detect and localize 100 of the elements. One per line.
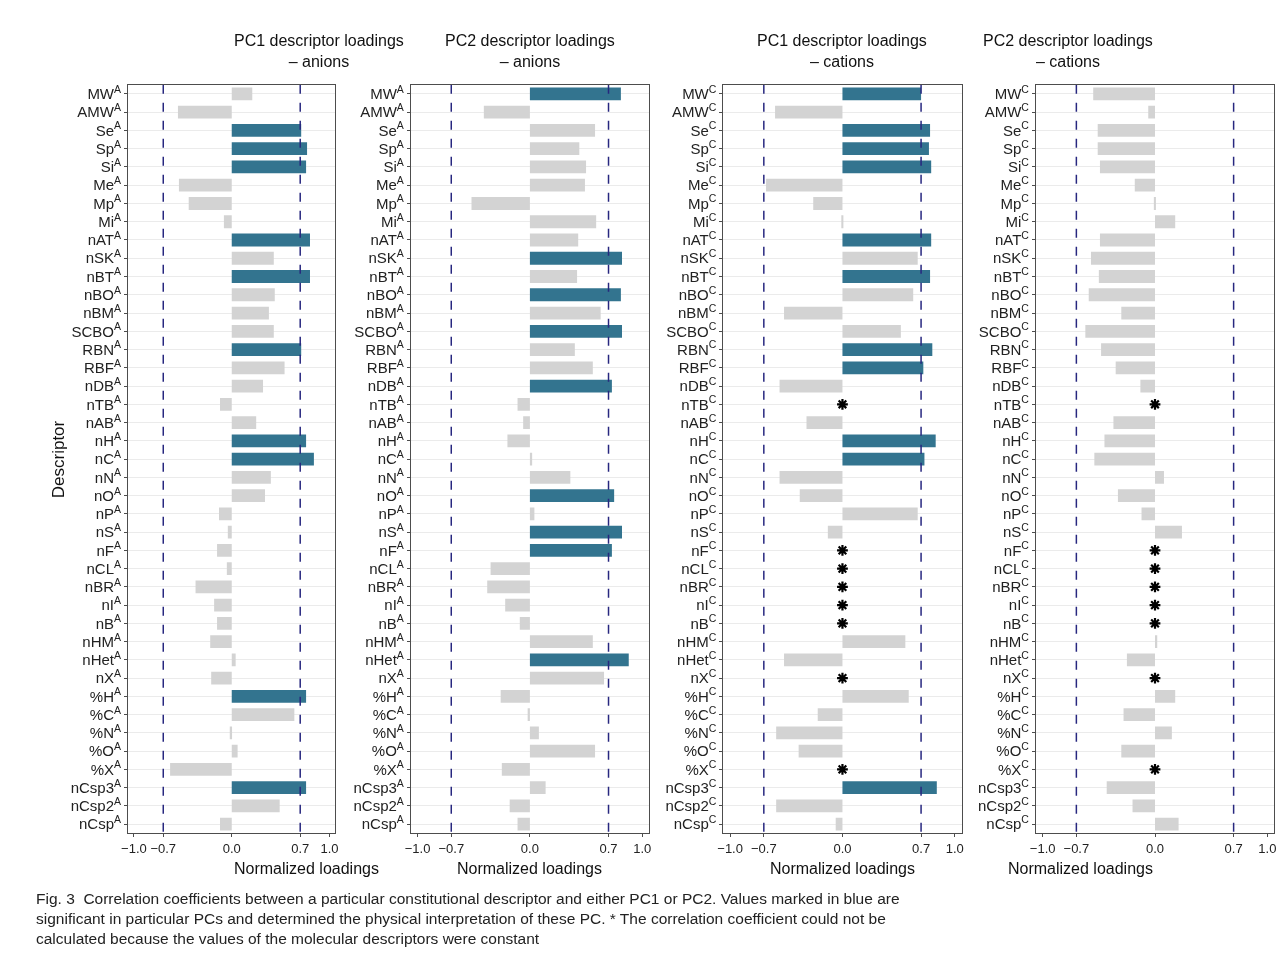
bar bbox=[231, 379, 264, 393]
y-tick-label: nCL$^{A}$ bbox=[86, 557, 122, 577]
y-tick-label: Me$^{C}$ bbox=[1000, 174, 1030, 194]
bar bbox=[1101, 343, 1155, 356]
y-tick-label: nSK$^{C}$ bbox=[992, 247, 1030, 267]
bar bbox=[509, 799, 530, 813]
y-tick-label: nBT$^{C}$ bbox=[681, 265, 717, 285]
bar bbox=[842, 270, 931, 283]
y-tick-label: Mp$^{A}$ bbox=[93, 192, 122, 212]
bar bbox=[842, 87, 922, 101]
bar bbox=[490, 562, 530, 575]
y-tick-label: nBO$^{C}$ bbox=[678, 283, 717, 304]
y-tick-label: Sp$^{A}$ bbox=[378, 137, 404, 157]
y-tick-label: nB$^{A}$ bbox=[378, 612, 404, 632]
y-tick-label: nCsp3$^{A}$ bbox=[70, 776, 122, 796]
y-tick-label: nX$^{A}$ bbox=[378, 667, 404, 687]
bar bbox=[529, 324, 622, 338]
x-tick-label: 1.0 bbox=[633, 840, 652, 856]
bar bbox=[1106, 781, 1155, 795]
y-tick-label: nTB$^{C}$ bbox=[681, 393, 717, 413]
y-tick-label: nCL$^{C}$ bbox=[993, 557, 1030, 577]
y-tick-label: nS$^{A}$ bbox=[378, 521, 404, 541]
y-tick-label: nI$^{A}$ bbox=[101, 594, 122, 614]
y-tick-label: %O$^{A}$ bbox=[89, 740, 122, 760]
y-tick-label: nH$^{C}$ bbox=[1002, 429, 1030, 450]
bar bbox=[827, 525, 843, 539]
y-tick-label: nBT$^{A}$ bbox=[369, 265, 404, 285]
bar bbox=[529, 653, 629, 667]
y-tick-label: %X$^{C}$ bbox=[997, 758, 1030, 778]
bar bbox=[529, 160, 587, 174]
y-tick-label: nBO$^{C}$ bbox=[991, 283, 1030, 304]
x-axis-title: Normalized loadings bbox=[234, 860, 379, 877]
bar bbox=[1121, 306, 1155, 320]
bar bbox=[813, 197, 843, 210]
y-tick-label: nCsp$^{C}$ bbox=[986, 813, 1030, 833]
bar bbox=[231, 416, 257, 429]
y-tick-label: nF$^{A}$ bbox=[379, 539, 404, 559]
bar bbox=[529, 270, 578, 283]
bar bbox=[227, 525, 232, 539]
x-tick-label: −0.7 bbox=[438, 840, 465, 856]
bar bbox=[188, 197, 232, 210]
y-tick-label: SCBO$^{C}$ bbox=[978, 320, 1030, 340]
bar bbox=[529, 744, 596, 758]
y-tick-label: MW$^{C}$ bbox=[682, 82, 717, 103]
bar bbox=[842, 124, 931, 137]
bar bbox=[842, 142, 929, 156]
bar bbox=[231, 361, 285, 375]
bar bbox=[231, 708, 295, 722]
y-tick-label: nP$^{A}$ bbox=[95, 502, 122, 523]
bar bbox=[529, 525, 622, 539]
y-axis-title: Descriptor bbox=[49, 420, 69, 499]
bar bbox=[231, 343, 302, 356]
y-tick-label: Sp$^{C}$ bbox=[690, 137, 717, 157]
y-tick-label: nO$^{C}$ bbox=[1001, 484, 1030, 504]
y-tick-label: Se$^{C}$ bbox=[690, 119, 717, 139]
y-tick-label: MW$^{A}$ bbox=[87, 82, 122, 103]
x-tick-label: 0.0 bbox=[520, 840, 539, 856]
y-tick-label: %N$^{C}$ bbox=[997, 721, 1030, 742]
bar bbox=[1134, 178, 1155, 192]
bar bbox=[529, 470, 571, 484]
bar bbox=[517, 817, 530, 831]
x-tick-label: 0.7 bbox=[1224, 840, 1243, 856]
y-tick-label: Mp$^{C}$ bbox=[687, 192, 717, 212]
y-tick-label: nC$^{A}$ bbox=[377, 448, 404, 468]
y-tick-label: nP$^{C}$ bbox=[690, 502, 717, 523]
bar bbox=[1148, 105, 1155, 119]
y-tick-label: nX$^{C}$ bbox=[690, 667, 717, 687]
y-tick-label: nBO$^{A}$ bbox=[366, 283, 404, 304]
bar bbox=[487, 580, 530, 594]
bar bbox=[1123, 708, 1155, 722]
bar bbox=[210, 635, 232, 648]
bar bbox=[231, 288, 275, 302]
y-tick-label: nAT$^{C}$ bbox=[994, 228, 1030, 249]
y-tick-label: nN$^{A}$ bbox=[94, 466, 122, 486]
x-tick-label: −0.7 bbox=[750, 840, 777, 856]
y-tick-label: nN$^{A}$ bbox=[377, 466, 404, 486]
bar bbox=[779, 470, 843, 484]
bar bbox=[842, 160, 932, 174]
y-tick-label: nAB$^{A}$ bbox=[85, 411, 122, 431]
bar bbox=[529, 306, 601, 320]
y-tick-label: nC$^{C}$ bbox=[689, 448, 717, 468]
bar bbox=[842, 452, 925, 466]
bar bbox=[231, 489, 265, 502]
bar bbox=[529, 215, 597, 229]
bar bbox=[1099, 233, 1155, 247]
bar bbox=[229, 726, 233, 740]
y-tick-label: Mp$^{C}$ bbox=[1000, 192, 1030, 212]
y-tick-label: RBN$^{C}$ bbox=[989, 338, 1030, 358]
y-tick-label: Me$^{C}$ bbox=[687, 174, 717, 194]
bar bbox=[529, 87, 621, 101]
bar bbox=[806, 416, 843, 429]
bar bbox=[231, 434, 307, 448]
y-tick-label: Me$^{A}$ bbox=[375, 174, 404, 194]
y-tick-label: RBN$^{A}$ bbox=[82, 338, 122, 358]
y-tick-label: nI$^{A}$ bbox=[384, 594, 404, 614]
x-tick-label: −1.0 bbox=[404, 840, 431, 856]
y-tick-label: RBF$^{C}$ bbox=[678, 356, 717, 377]
bar bbox=[529, 178, 585, 192]
bar bbox=[1099, 160, 1155, 174]
bar bbox=[231, 689, 307, 703]
